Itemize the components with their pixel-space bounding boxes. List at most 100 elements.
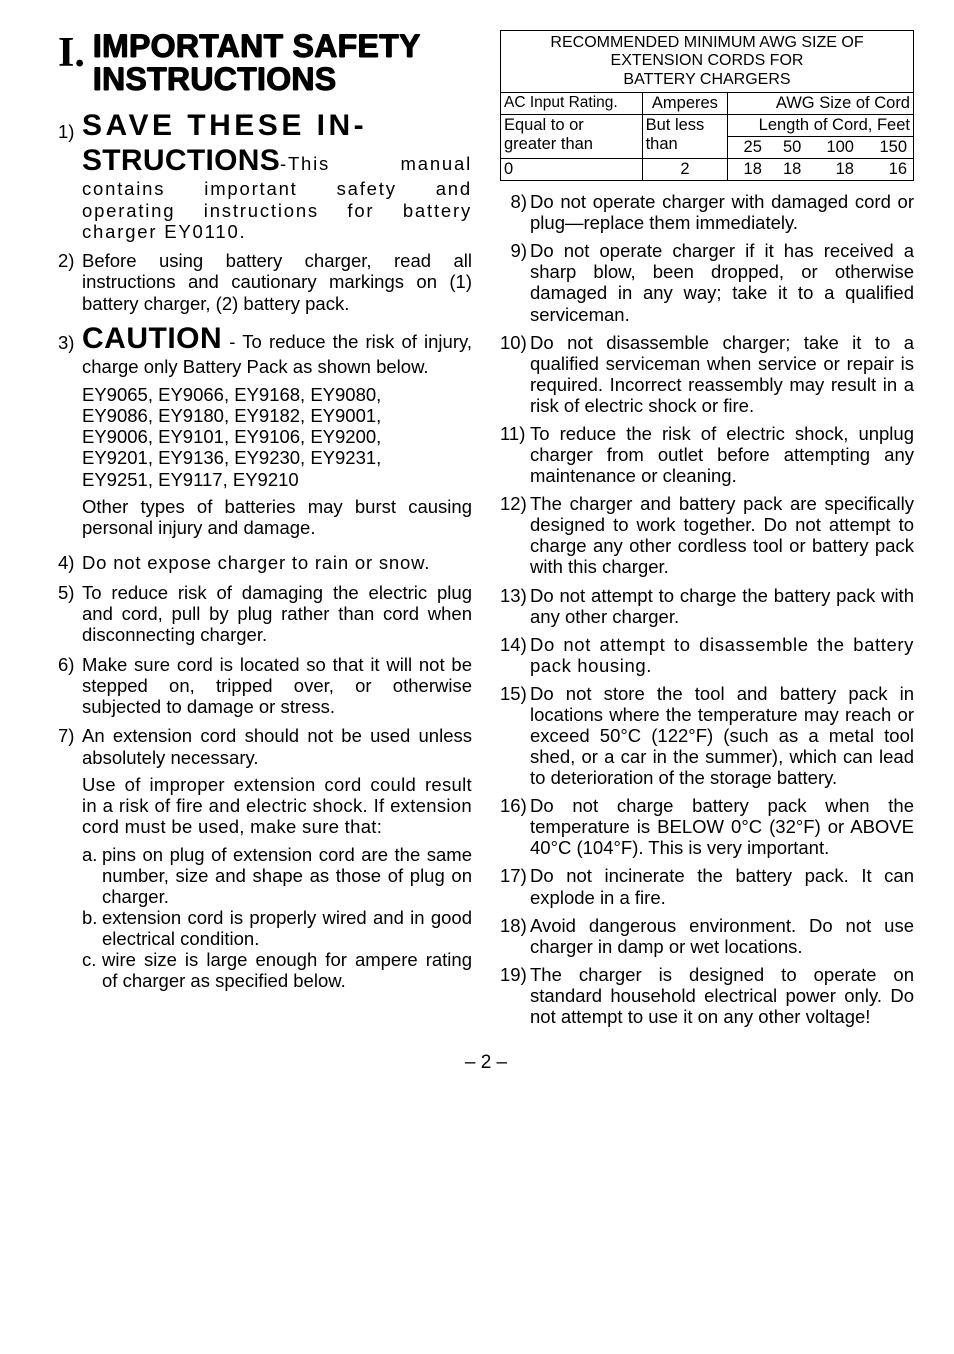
models-line: EY9201, EY9136, EY9230, EY9231,: [82, 447, 381, 468]
item-body: An extension cord should not be used unl…: [82, 725, 472, 991]
item-body: Do not incinerate the battery pack. It c…: [530, 865, 914, 907]
sub-letter: b.: [82, 907, 102, 949]
table-cell: 2: [642, 159, 728, 181]
item-18: 18)Avoid dangerous environment. Do not u…: [500, 915, 914, 957]
caution-heading: CAUTION: [82, 322, 222, 355]
cell-line: But less: [646, 116, 705, 134]
item-body: Do not attempt to charge the battery pac…: [530, 585, 914, 627]
table-caption: RECOMMENDED MINIMUM AWG SIZE OF EXTENSIO…: [501, 31, 914, 93]
item-number: 17): [500, 865, 530, 907]
item-body: Do not disassemble charger; take it to a…: [530, 332, 914, 416]
caption-line: RECOMMENDED MINIMUM AWG SIZE OF: [550, 34, 863, 51]
item-4: 4) Do not expose charger to rain or snow…: [58, 552, 472, 573]
item-body: SAVE THESE IN- STRUCTIONS-This manual co…: [82, 109, 472, 242]
table-row: Equal to or greater than But less than L…: [501, 115, 914, 137]
item-3: 3) CAUTION - To reduce the risk of injur…: [58, 322, 472, 545]
item-10: 10)Do not disassemble charger; take it t…: [500, 332, 914, 416]
item-7-sublist: a.pins on plug of extension cord are the…: [82, 844, 472, 992]
item-number: 10): [500, 332, 530, 416]
left-list: 1) SAVE THESE IN- STRUCTIONS-This manual…: [58, 109, 472, 991]
item-19: 19)The charger is designed to operate on…: [500, 964, 914, 1027]
section-header: I. IMPORTANT SAFETY INSTRUCTIONS: [58, 30, 472, 95]
table-cell: But less than: [642, 115, 728, 159]
item-number: 3): [58, 322, 82, 545]
sub-body: pins on plug of extension cord are the s…: [102, 844, 472, 907]
page-number: – 2 –: [58, 1052, 914, 1074]
item-2: 2) Before using battery charger, read al…: [58, 250, 472, 314]
awg-table: RECOMMENDED MINIMUM AWG SIZE OF EXTENSIO…: [500, 30, 914, 181]
item-number: 2): [58, 250, 82, 314]
item-number: 8): [500, 191, 530, 233]
models-line: EY9251, EY9117, EY9210: [82, 469, 299, 490]
item-number: 15): [500, 683, 530, 788]
left-column: I. IMPORTANT SAFETY INSTRUCTIONS 1) SAVE…: [58, 30, 472, 1034]
caption-line: BATTERY CHARGERS: [623, 71, 790, 88]
item-1: 1) SAVE THESE IN- STRUCTIONS-This manual…: [58, 109, 472, 242]
item-16: 16)Do not charge battery pack when the t…: [500, 795, 914, 858]
sub-b: b.extension cord is properly wired and i…: [82, 907, 472, 949]
item-7-p2: Use of improper extension cord could res…: [82, 774, 472, 838]
table-cell: 16: [860, 159, 914, 181]
item-body: Do not charge battery pack when the temp…: [530, 795, 914, 858]
item-9: 9)Do not operate charger if it has re­ce…: [500, 240, 914, 324]
section-title: IMPORTANT SAFETY INSTRUCTIONS: [93, 30, 421, 95]
sub-a: a.pins on plug of extension cord are the…: [82, 844, 472, 907]
table-cell: 100: [807, 137, 860, 159]
item-number: 6): [58, 654, 82, 718]
item-body: Before using battery charger, read all i…: [82, 250, 472, 314]
table-cell: 0: [501, 159, 643, 181]
sub-letter: a.: [82, 844, 102, 907]
cell-line: greater than: [504, 135, 593, 153]
caution-after: Other types of batteries may burst causi…: [82, 496, 472, 539]
item-5: 5) To reduce risk of damaging the electr…: [58, 582, 472, 646]
table-cell: Equal to or greater than: [501, 115, 643, 159]
right-column: RECOMMENDED MINIMUM AWG SIZE OF EXTENSIO…: [500, 30, 914, 1034]
item-number: 5): [58, 582, 82, 646]
item-body: CAUTION - To reduce the risk of injury, …: [82, 322, 472, 545]
section-title-line1: IMPORTANT SAFETY: [93, 28, 421, 64]
table-cell: 50: [768, 137, 807, 159]
table-row: 0 2 18 18 18 16: [501, 159, 914, 181]
item-number: 4): [58, 552, 82, 573]
item-body: The charger is designed to operate on st…: [530, 964, 914, 1027]
item-body: Make sure cord is located so that it wil…: [82, 654, 472, 718]
models-line: EY9006, EY9101, EY9106, EY9200,: [82, 426, 381, 447]
table-header-cell: AWG Size of Cord: [728, 93, 914, 115]
item-body: The charger and battery pack are specifi…: [530, 493, 914, 577]
save-these-line1: SAVE THESE IN-: [82, 109, 367, 142]
item-number: 16): [500, 795, 530, 858]
item-7-p1: An extension cord should not be used unl…: [82, 725, 472, 768]
section-title-line2: INSTRUCTIONS: [93, 61, 337, 97]
item-body: Do not operate charger with damaged cord…: [530, 191, 914, 233]
item-body: Do not expose charger to rain or snow.: [82, 552, 472, 573]
item-body: To reduce risk of damaging the electric …: [82, 582, 472, 646]
item-6: 6) Make sure cord is located so that it …: [58, 654, 472, 718]
item-17: 17)Do not incinerate the battery pack. I…: [500, 865, 914, 907]
item-8: 8)Do not operate charger with damaged co…: [500, 191, 914, 233]
sub-c: c.wire size is large enough for ampere r…: [82, 949, 472, 991]
item-7: 7) An extension cord should not be used …: [58, 725, 472, 991]
item-body: Avoid dangerous environment. Do not use …: [530, 915, 914, 957]
item-number: 1): [58, 109, 82, 242]
item-body: To reduce the risk of electric shock, un…: [530, 423, 914, 486]
table-header-cell: AC Input Rating.: [501, 93, 643, 115]
item-number: 19): [500, 964, 530, 1027]
table-cell: 150: [860, 137, 914, 159]
sub-letter: c.: [82, 949, 102, 991]
item-number: 18): [500, 915, 530, 957]
section-roman: I.: [58, 32, 85, 74]
item-number: 7): [58, 725, 82, 991]
item-body: Do not operate charger if it has re­ceiv…: [530, 240, 914, 324]
right-list: 8)Do not operate charger with damaged co…: [500, 191, 914, 1027]
table-header-row: AC Input Rating. Amperes AWG Size of Cor…: [501, 93, 914, 115]
item-body: Do not store the tool and battery pack i…: [530, 683, 914, 788]
item-14: 14)Do not attempt to disassemble the bat…: [500, 634, 914, 676]
item-12: 12)The charger and battery pack are spec…: [500, 493, 914, 577]
caption-line: EXTENSION CORDS FOR: [611, 52, 804, 69]
item-number: 13): [500, 585, 530, 627]
item-number: 11): [500, 423, 530, 486]
table-header-cell: Amperes: [642, 93, 728, 115]
cell-line: than: [646, 135, 678, 153]
table-cell: Length of Cord, Feet: [728, 115, 914, 137]
sub-body: wire size is large enough for ampere rat…: [102, 949, 472, 991]
